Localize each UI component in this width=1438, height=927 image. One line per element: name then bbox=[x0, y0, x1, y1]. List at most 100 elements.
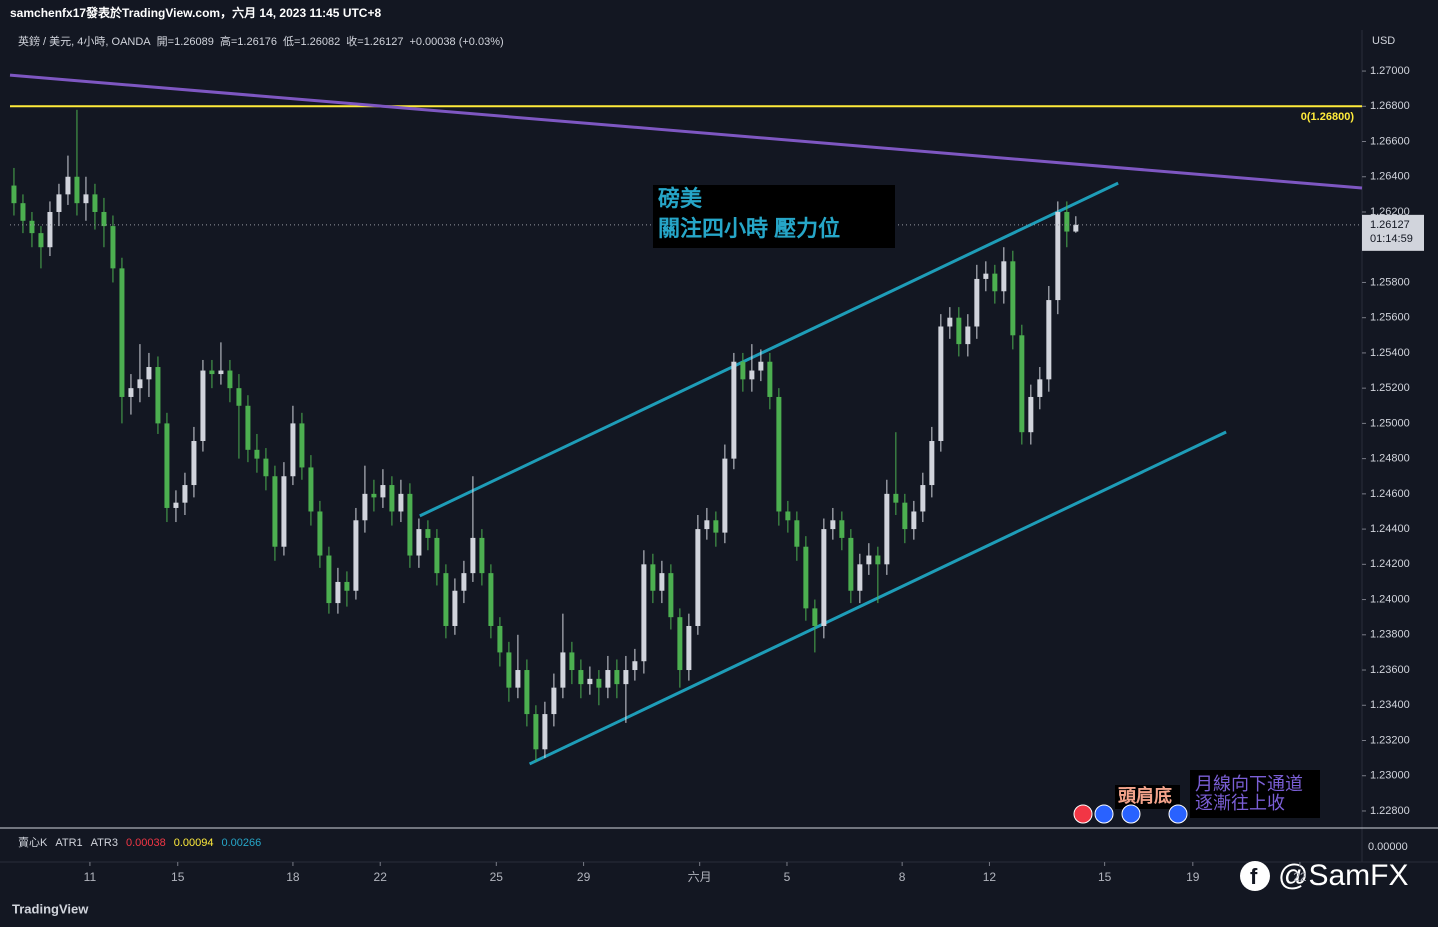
candle-body bbox=[119, 268, 125, 397]
candle-body bbox=[11, 185, 17, 204]
legend-text: 1.26082 bbox=[300, 36, 340, 48]
y-tick-label: 1.27000 bbox=[1370, 65, 1410, 77]
legend-text: 高= bbox=[220, 34, 237, 48]
candle-body bbox=[317, 511, 323, 556]
indicator-text: 賣心K bbox=[18, 835, 48, 849]
indicator-text: ATR3 bbox=[91, 837, 118, 849]
candle-body bbox=[1037, 379, 1043, 397]
candle-body bbox=[344, 581, 350, 591]
candle-body bbox=[524, 670, 530, 715]
candle-body bbox=[758, 361, 764, 371]
candle-body bbox=[245, 405, 251, 450]
y-tick-label: 1.23600 bbox=[1370, 664, 1410, 676]
x-tick-label: 15 bbox=[171, 870, 185, 884]
candle-body bbox=[416, 529, 422, 556]
indicator-text: 0.00094 bbox=[174, 837, 214, 849]
annotation-box bbox=[1190, 770, 1320, 818]
candle-body bbox=[101, 211, 107, 227]
candle-body bbox=[272, 476, 278, 547]
candle-body bbox=[479, 537, 485, 574]
candle-body bbox=[335, 581, 341, 604]
candle-body bbox=[920, 485, 926, 512]
trendline bbox=[9, 73, 1363, 190]
indicator-legend: 賣心K ATR1 ATR3 0.00038 0.00094 0.00266 bbox=[18, 835, 261, 849]
indicator-text: 0.00266 bbox=[222, 837, 262, 849]
candle-body bbox=[74, 176, 80, 204]
y-tick-label: 1.24200 bbox=[1370, 558, 1410, 570]
candle-body bbox=[623, 670, 629, 685]
candle-body bbox=[857, 564, 863, 591]
candle-body bbox=[569, 652, 575, 671]
x-tick-label: 22 bbox=[374, 870, 388, 884]
y-tick-label: 1.23400 bbox=[1370, 699, 1410, 711]
candle-body bbox=[434, 537, 440, 574]
candle-body bbox=[227, 370, 233, 389]
indicator-text: ATR1 bbox=[55, 837, 82, 849]
candle-body bbox=[263, 458, 269, 477]
candle-body bbox=[965, 326, 971, 345]
candle-body bbox=[884, 493, 890, 565]
candle-body bbox=[650, 564, 656, 591]
legend-text: 低= bbox=[283, 35, 300, 48]
currency: USD bbox=[1372, 35, 1395, 47]
candle-body bbox=[497, 625, 503, 653]
candle-body bbox=[686, 625, 692, 671]
annotation: 月線向下通道 bbox=[1195, 774, 1303, 794]
legend-text: 收= bbox=[346, 34, 363, 48]
candle-body bbox=[470, 537, 476, 574]
y-tick-label: 1.26600 bbox=[1370, 135, 1410, 147]
candle-body bbox=[353, 520, 359, 591]
candle-body bbox=[893, 493, 899, 503]
annotation: 逐漸往上收 bbox=[1195, 793, 1285, 813]
candle-body bbox=[443, 573, 449, 626]
candle-body bbox=[632, 661, 638, 671]
x-tick-label: 15 bbox=[1098, 870, 1112, 884]
candle-body bbox=[929, 441, 935, 486]
y-tick-label: 1.23000 bbox=[1370, 770, 1410, 782]
x-tick-label: 22 bbox=[1293, 870, 1307, 884]
candle-body bbox=[578, 670, 584, 685]
annotation: 頭肩底 bbox=[1118, 785, 1172, 806]
y-tick-label: 1.26800 bbox=[1370, 100, 1410, 112]
candle-body bbox=[1019, 335, 1025, 433]
candle-body bbox=[92, 194, 98, 212]
x-tick-label: 六月 bbox=[688, 870, 712, 884]
annotation: 關注四小時 壓力位 bbox=[658, 216, 840, 241]
candle-body bbox=[1001, 261, 1007, 292]
candle-body bbox=[254, 449, 260, 459]
candle-body bbox=[407, 493, 413, 556]
candle-body bbox=[398, 493, 404, 512]
candle-body bbox=[542, 714, 548, 750]
candle-body bbox=[794, 520, 800, 547]
candle-body bbox=[380, 485, 386, 498]
x-tick-label: 25 bbox=[490, 870, 504, 884]
x-tick-label: 29 bbox=[577, 870, 591, 884]
x-tick-label: 11 bbox=[84, 870, 97, 884]
legend-text: 開= bbox=[157, 35, 174, 48]
candle-body bbox=[749, 370, 755, 380]
candle-body bbox=[110, 226, 116, 269]
candle-body bbox=[146, 367, 152, 380]
candle-body bbox=[776, 396, 782, 512]
candle-body bbox=[956, 317, 962, 345]
candle-body bbox=[389, 485, 395, 512]
candle-body bbox=[137, 379, 143, 389]
annotation-box bbox=[1115, 785, 1180, 809]
legend-text: 1.26089 bbox=[174, 36, 214, 48]
candle-body bbox=[200, 370, 206, 442]
candle-body bbox=[560, 652, 566, 688]
candle-body bbox=[299, 423, 305, 468]
candle-body bbox=[506, 652, 512, 688]
footer bbox=[0, 893, 1438, 927]
candle-body bbox=[875, 555, 881, 565]
candle-body bbox=[236, 388, 242, 406]
annotation-box bbox=[653, 185, 895, 248]
candle-body bbox=[911, 511, 917, 530]
legend-text: 英鎊 / 美元, 4小時, OANDA bbox=[18, 34, 151, 48]
candle-body bbox=[902, 502, 908, 530]
candle-body bbox=[947, 317, 953, 327]
candle-body bbox=[731, 361, 737, 459]
y-tick-label: 1.25000 bbox=[1370, 417, 1410, 429]
x-tick-label: 5 bbox=[784, 870, 791, 884]
